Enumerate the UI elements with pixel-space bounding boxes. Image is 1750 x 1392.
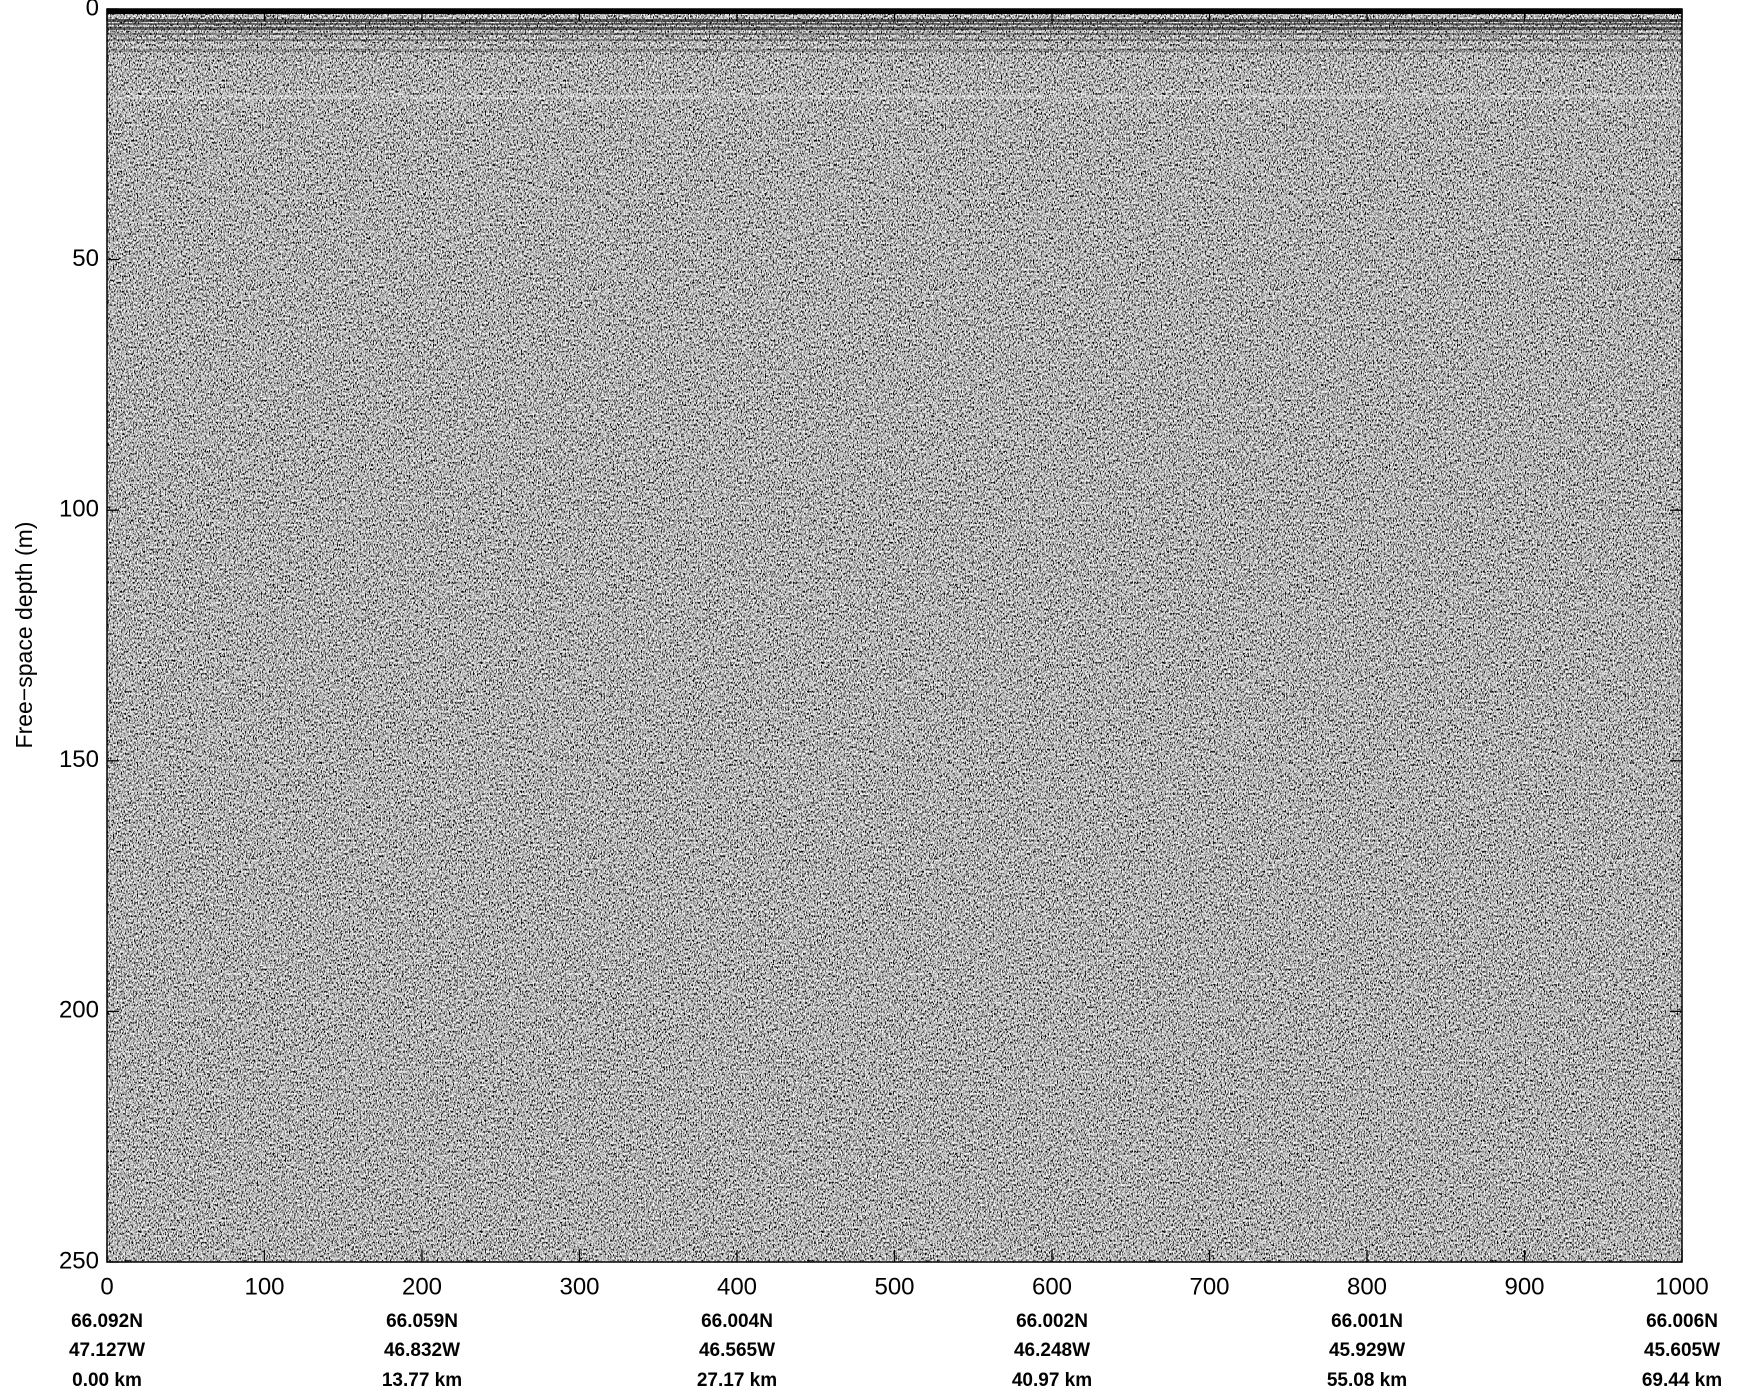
near-surface-layer: [107, 33, 1682, 35]
x-tick-label: 200: [402, 1273, 442, 1300]
location-label: 27.17 km: [697, 1370, 777, 1391]
y-tick-label: 100: [59, 496, 99, 523]
x-tick-label: 600: [1032, 1273, 1072, 1300]
location-label: 13.77 km: [382, 1370, 462, 1391]
location-label: 66.002N: [1016, 1311, 1088, 1332]
location-label: 66.004N: [701, 1311, 773, 1332]
x-tick-label: 100: [244, 1273, 284, 1300]
location-label: 46.832W: [384, 1340, 460, 1361]
bright-layer: [107, 95, 1682, 99]
radargram-image: [107, 9, 1682, 1262]
location-label: 69.44 km: [1642, 1370, 1722, 1391]
location-label: 55.08 km: [1327, 1370, 1407, 1391]
near-surface-layer: [107, 39, 1682, 41]
x-tick-label: 500: [874, 1273, 914, 1300]
y-tick-label: 0: [86, 0, 99, 21]
x-tick-label: 300: [559, 1273, 599, 1300]
near-surface-layer: [107, 23, 1682, 25]
location-label: 66.059N: [386, 1311, 458, 1332]
location-label: 47.127W: [69, 1340, 145, 1361]
x-tick-label: 1000: [1655, 1273, 1708, 1300]
x-tick-label: 900: [1504, 1273, 1544, 1300]
x-tick-label: 800: [1347, 1273, 1387, 1300]
location-label: 45.605W: [1644, 1340, 1720, 1361]
location-label: 46.565W: [699, 1340, 775, 1361]
y-tick-label: 200: [59, 997, 99, 1024]
location-label: 66.001N: [1331, 1311, 1403, 1332]
near-surface-layer: [107, 49, 1682, 52]
near-surface-layer: [107, 27, 1682, 30]
x-tick-label: 400: [717, 1273, 757, 1300]
location-label: 66.006N: [1646, 1311, 1718, 1332]
location-label: 45.929W: [1329, 1340, 1405, 1361]
location-label: 40.97 km: [1012, 1370, 1092, 1391]
location-label: 46.248W: [1014, 1340, 1090, 1361]
location-label: 66.092N: [71, 1311, 143, 1332]
x-tick-label: 700: [1189, 1273, 1229, 1300]
x-tick-label: 0: [100, 1273, 113, 1300]
y-tick-label: 250: [59, 1247, 99, 1274]
location-label: 0.00 km: [72, 1370, 142, 1391]
y-tick-label: 150: [59, 746, 99, 773]
y-axis-label: Free−space depth (m): [11, 522, 37, 749]
y-tick-label: 50: [72, 245, 99, 272]
